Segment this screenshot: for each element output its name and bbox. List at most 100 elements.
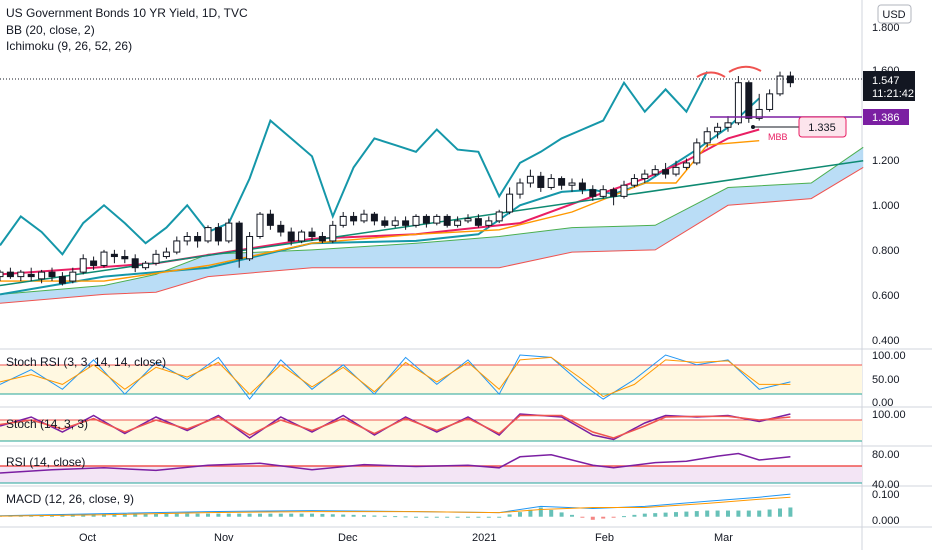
macd-histogram-bar	[726, 510, 730, 517]
macd-histogram-bar	[549, 509, 554, 517]
candle-body	[162, 251, 170, 258]
macd-histogram-bar	[570, 514, 574, 517]
stoch-rsi-k-line	[0, 354, 791, 400]
macd-histogram-bar	[258, 513, 262, 517]
chart-title[interactable]: US Government Bonds 10 YR Yield, 1D, TVC	[6, 6, 248, 20]
time-tick: Dec	[338, 532, 358, 544]
bb-legend[interactable]: BB (20, close, 2)	[6, 23, 95, 37]
currency-button[interactable]	[877, 4, 912, 24]
macd-histogram-bar	[320, 513, 325, 517]
time-tick: 2021	[472, 532, 496, 544]
macd-histogram-bar	[632, 514, 637, 517]
macd-histogram-bar	[341, 514, 346, 517]
candle-body	[786, 75, 794, 84]
bb-upper-line	[0, 71, 709, 256]
candle-body	[402, 220, 410, 226]
ichimoku-span-a	[0, 146, 864, 295]
macd-histogram-bar	[393, 516, 398, 518]
candle-body	[287, 231, 295, 242]
candle-body	[58, 276, 66, 284]
candle-body	[131, 258, 139, 269]
last-price-value: 1.547	[872, 75, 900, 87]
ichimoku-legend[interactable]: Ichimoku (9, 26, 52, 26)	[6, 39, 132, 53]
macd-histogram-bar	[486, 516, 491, 518]
macd-histogram-bar	[206, 513, 210, 517]
macd-histogram-bar	[330, 514, 335, 517]
macd-histogram-bar	[507, 514, 512, 517]
candle-body	[610, 189, 618, 197]
price-tick: 0.400	[872, 335, 900, 347]
candle-body	[662, 169, 670, 175]
time-axis[interactable]: Oct Nov Dec 2021 Feb Mar	[79, 532, 733, 544]
candle-body	[17, 271, 25, 278]
candle-body	[235, 222, 243, 260]
candle-body	[110, 253, 118, 258]
price-tick: 0.800	[872, 245, 900, 257]
stoch-rsi-d-line	[0, 356, 791, 398]
stoch-legend[interactable]: Stoch (14, 3, 3)	[6, 417, 88, 431]
price-tick: 1.800	[872, 22, 900, 34]
mbb-callout-dot	[751, 125, 755, 129]
rsi-tick: 40.00	[872, 479, 900, 491]
candle-body	[79, 258, 87, 273]
candle-body	[443, 215, 451, 226]
double-top-arc[interactable]	[728, 65, 762, 73]
mbb-value-box[interactable]	[798, 116, 847, 138]
rsi-legend[interactable]: RSI (14, close)	[6, 455, 85, 469]
macd-legend[interactable]: MACD (12, 26, close, 9)	[6, 492, 134, 506]
macd-histogram-bar	[174, 513, 179, 517]
macd-histogram-bar	[663, 512, 668, 517]
macd-histogram-bar	[445, 516, 450, 518]
macd-histogram-bar	[518, 512, 522, 517]
candle-body	[745, 82, 753, 119]
candle-body	[474, 218, 482, 226]
price-tick: 1.200	[872, 155, 900, 167]
candle-body	[714, 126, 722, 133]
macd-histogram-bar	[268, 513, 273, 517]
stoch-rsi-legend[interactable]: Stoch RSI (3, 3, 14, 14, close)	[6, 355, 166, 369]
macd-histogram-bar	[611, 516, 616, 518]
candle-body	[433, 215, 441, 224]
macd-histogram-bar	[299, 513, 304, 517]
macd-histogram-bar	[684, 511, 689, 517]
macd-histogram-bar	[112, 513, 117, 517]
stoch-rsi-tick: 0.00	[872, 397, 893, 409]
macd-histogram-bar	[580, 516, 585, 518]
price-tick: 1.000	[872, 200, 900, 212]
candle-body	[214, 227, 222, 242]
macd-histogram-bar	[466, 516, 470, 518]
macd-histogram-bar	[351, 514, 356, 517]
time-tick: Oct	[79, 532, 96, 544]
macd-histogram-bar	[195, 513, 200, 517]
candle-body	[506, 193, 514, 213]
candle-body	[485, 220, 493, 226]
candle-body	[121, 256, 129, 260]
time-tick: Feb	[595, 532, 614, 544]
candle-body	[194, 235, 202, 242]
candle-body	[526, 175, 534, 184]
candle-body	[672, 166, 680, 175]
macd-histogram-bar	[434, 516, 439, 518]
macd-histogram-bar	[559, 512, 564, 517]
candle-body	[225, 222, 233, 242]
candle-body	[360, 213, 368, 222]
candle-body	[578, 182, 586, 191]
candle-body	[381, 220, 389, 226]
stoch-tick: 100.00	[872, 409, 906, 421]
macd-histogram-bar	[372, 515, 377, 517]
candle-body	[329, 224, 337, 242]
candle-body	[0, 271, 4, 278]
macd-histogram-bar	[528, 509, 533, 517]
macd-histogram-bar	[746, 510, 751, 517]
candle-body	[370, 213, 378, 222]
candle-body	[630, 178, 638, 186]
level-price-label	[863, 109, 909, 125]
time-tick: Nov	[214, 532, 234, 544]
candle-body	[90, 260, 98, 266]
ichimoku-base-line	[0, 140, 760, 282]
double-top-arc[interactable]	[696, 71, 726, 78]
macd-histogram-bar	[476, 516, 481, 518]
candle-body	[537, 175, 545, 188]
macd-histogram-bar	[403, 516, 408, 518]
